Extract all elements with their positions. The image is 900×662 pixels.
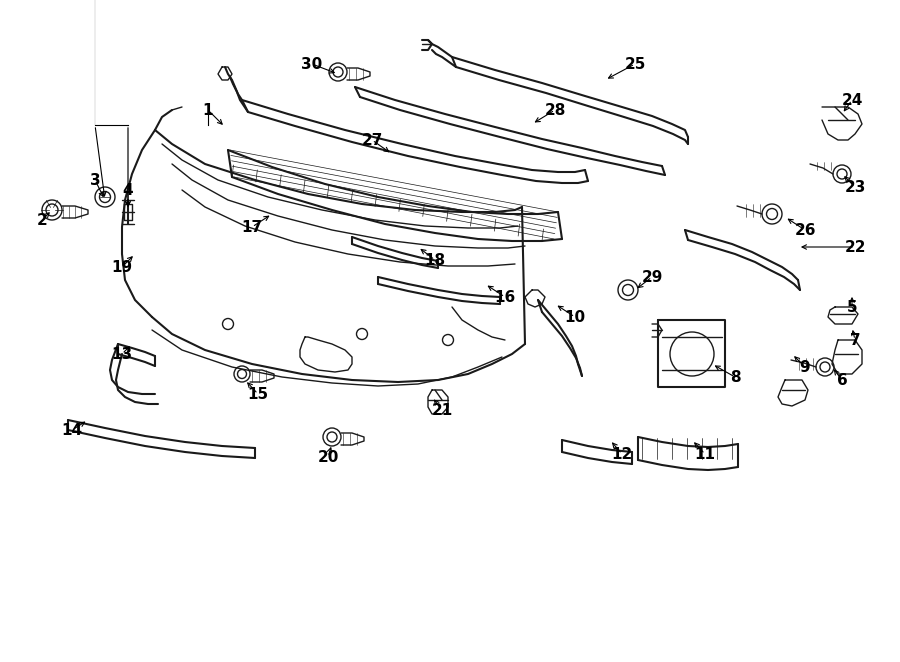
Text: 5: 5 [847, 299, 858, 314]
Text: 30: 30 [302, 56, 322, 71]
Text: 20: 20 [318, 449, 338, 465]
Text: 9: 9 [800, 359, 810, 375]
Text: 24: 24 [842, 93, 863, 107]
Text: 18: 18 [425, 252, 446, 267]
Text: 15: 15 [248, 387, 268, 401]
Text: 26: 26 [795, 222, 815, 238]
Text: 7: 7 [850, 332, 860, 348]
Text: 22: 22 [844, 240, 866, 254]
Text: 16: 16 [494, 289, 516, 305]
Text: 25: 25 [625, 56, 645, 71]
Text: 1: 1 [202, 103, 213, 117]
Text: 23: 23 [844, 179, 866, 195]
Text: 21: 21 [431, 402, 453, 418]
Text: 28: 28 [544, 103, 566, 117]
Text: 13: 13 [112, 346, 132, 361]
Text: 29: 29 [642, 269, 662, 285]
Text: 2: 2 [37, 213, 48, 228]
Text: 12: 12 [611, 446, 633, 461]
Text: 11: 11 [695, 446, 716, 461]
Text: 8: 8 [730, 369, 741, 385]
Text: 19: 19 [112, 260, 132, 275]
Text: 10: 10 [564, 310, 586, 324]
Text: 27: 27 [361, 132, 382, 148]
Text: 4: 4 [122, 183, 133, 197]
Text: 3: 3 [90, 173, 100, 187]
Text: 17: 17 [241, 220, 263, 234]
Text: 6: 6 [837, 373, 848, 387]
Text: 14: 14 [61, 422, 83, 438]
